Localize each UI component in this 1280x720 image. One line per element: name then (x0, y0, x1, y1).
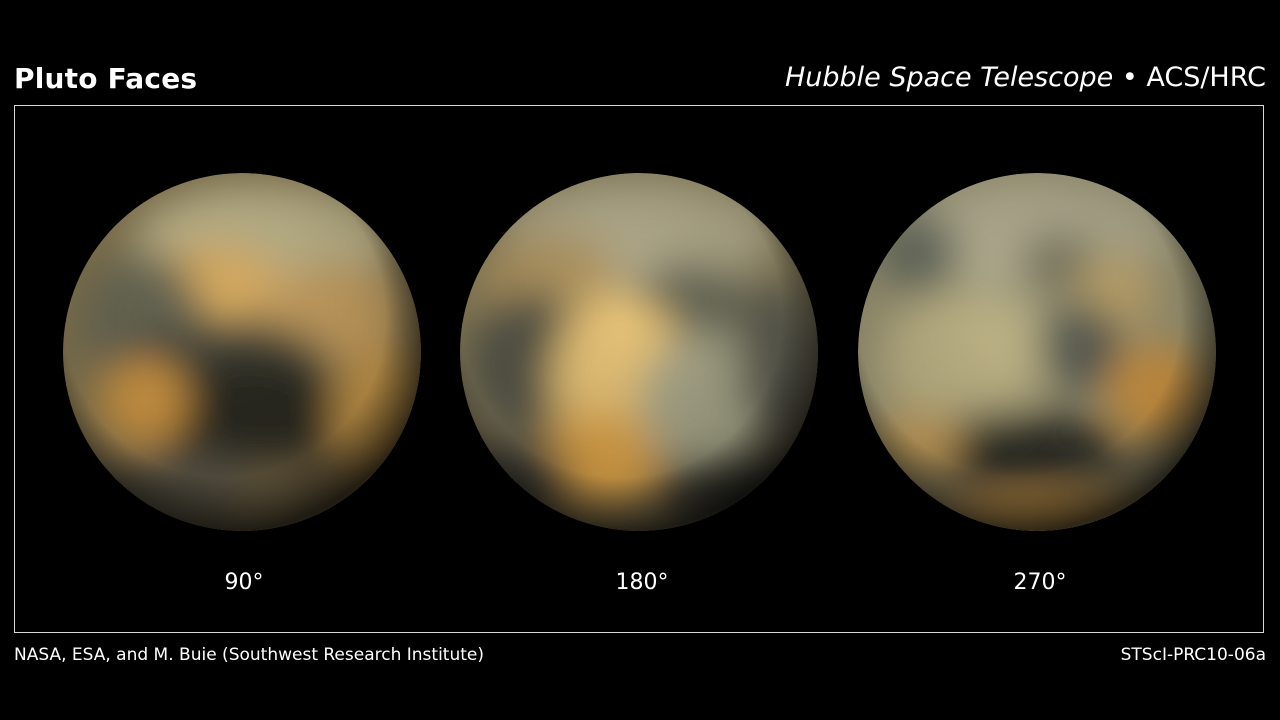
image-title: Pluto Faces (14, 62, 198, 95)
release-code: STScI-PRC10-06a (1120, 645, 1266, 665)
pluto-globe-270 (858, 173, 1216, 531)
image-frame (14, 105, 1264, 633)
pluto-globe-90 (63, 173, 421, 531)
instrument-caption: Hubble Space Telescope • ACS/HRC (785, 62, 1266, 93)
pluto-globe-180 (460, 173, 818, 531)
telescope-name: Hubble Space Telescope (784, 62, 1114, 93)
face-label-90: 90° (224, 570, 264, 595)
caption-separator: • (1113, 62, 1147, 93)
image-credit: NASA, ESA, and M. Buie (Southwest Resear… (14, 645, 484, 665)
face-label-270: 270° (1013, 570, 1067, 595)
instrument-name: ACS/HRC (1146, 62, 1266, 93)
face-label-180: 180° (615, 570, 669, 595)
